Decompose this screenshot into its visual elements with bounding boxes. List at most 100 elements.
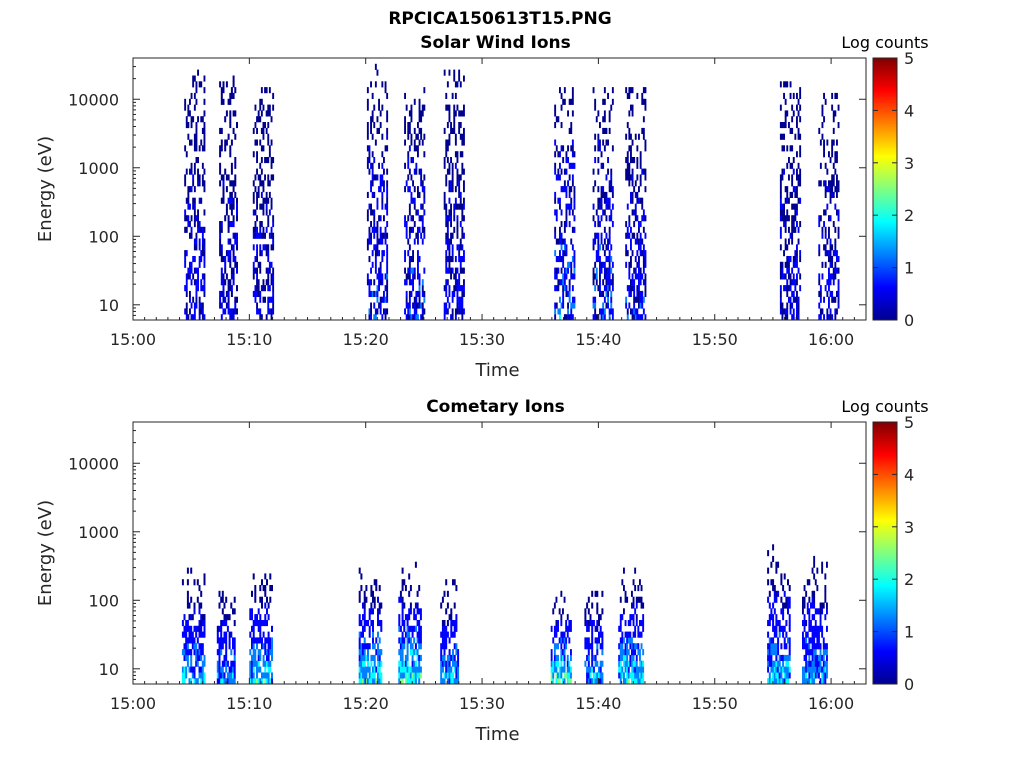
heatmap-cell (611, 221, 614, 228)
heatmap-cell (225, 203, 228, 210)
heatmap-cell (407, 151, 410, 158)
heatmap-cell (811, 649, 814, 656)
heatmap-cell (417, 226, 419, 233)
heatmap-cell (784, 226, 787, 233)
colorbar-tick-label: 3 (904, 154, 914, 173)
heatmap-cell (463, 256, 465, 263)
heatmap-cell (262, 654, 265, 661)
heatmap-cell (259, 104, 262, 111)
heatmap-cell (420, 116, 423, 123)
heatmap-cell (829, 290, 832, 297)
heatmap-cell (445, 203, 448, 210)
colorbar-tick-label: 0 (904, 675, 914, 694)
heatmap-cell (445, 238, 448, 245)
heatmap-cell (412, 273, 414, 280)
heatmap-cell (267, 174, 270, 181)
heatmap-cell (797, 133, 800, 140)
heatmap-cell (443, 308, 446, 315)
heatmap-cell (641, 238, 644, 245)
heatmap-cell (404, 116, 406, 123)
heatmap-cell (405, 232, 408, 239)
heatmap-cell (554, 197, 557, 204)
heatmap-cell (633, 308, 636, 315)
heatmap-cell (630, 226, 632, 233)
heatmap-cell (626, 232, 629, 239)
heatmap-cell (197, 215, 199, 222)
heatmap-cell (399, 643, 402, 650)
heatmap-cell (552, 637, 555, 644)
heatmap-cell (373, 232, 376, 239)
heatmap-cell (826, 561, 828, 568)
heatmap-cell (797, 197, 800, 204)
heatmap-cell (261, 596, 263, 603)
heatmap-cell (236, 244, 238, 251)
heatmap-cell (254, 267, 257, 274)
heatmap-cell (441, 660, 444, 667)
heatmap-cell (813, 555, 816, 562)
heatmap-cell (453, 75, 456, 82)
heatmap-cell (560, 244, 563, 251)
heatmap-cell (454, 139, 457, 146)
heatmap-cell (370, 221, 372, 228)
heatmap-cell (450, 654, 453, 661)
heatmap-cell (232, 81, 235, 88)
heatmap-cell (592, 273, 595, 280)
heatmap-cell (562, 649, 564, 656)
heatmap-cell (570, 98, 573, 105)
heatmap-cell (272, 157, 275, 164)
heatmap-cell (221, 643, 224, 650)
heatmap-cell (374, 226, 377, 233)
heatmap-cell (230, 191, 233, 198)
heatmap-cell (363, 666, 366, 673)
heatmap-cell (198, 221, 201, 228)
heatmap-cell (788, 585, 791, 592)
heatmap-cell (443, 620, 446, 627)
heatmap-cell (448, 290, 451, 297)
heatmap-cell (783, 250, 785, 257)
heatmap-cell (198, 256, 201, 263)
heatmap-cell (386, 168, 389, 175)
heatmap-cell (197, 116, 199, 123)
heatmap-cell (367, 643, 369, 650)
heatmap-cell (261, 579, 263, 586)
heatmap-cell (565, 168, 568, 175)
heatmap-cell (386, 267, 389, 274)
heatmap-cell (257, 608, 260, 615)
heatmap-cell (406, 666, 409, 673)
heatmap-cell (262, 232, 265, 239)
heatmap-cell (448, 678, 451, 685)
heatmap-cell (618, 643, 621, 650)
heatmap-cell (229, 110, 232, 117)
heatmap-cell (377, 643, 379, 650)
heatmap-cell (200, 614, 203, 621)
heatmap-cell (562, 637, 564, 644)
heatmap-cell (773, 585, 776, 592)
heatmap-cell (797, 238, 800, 245)
heatmap-cell (420, 110, 423, 117)
colorbar-tick-label: 4 (904, 465, 914, 484)
heatmap-cell (252, 209, 255, 216)
heatmap-cell (198, 261, 201, 268)
heatmap-cell (418, 273, 421, 280)
heatmap-cell (559, 296, 561, 303)
heatmap-cell (598, 678, 600, 685)
heatmap-cell (224, 139, 227, 146)
heatmap-cell (368, 625, 371, 632)
heatmap-cell (409, 672, 412, 679)
heatmap-cell (365, 672, 368, 679)
heatmap-cell (783, 122, 785, 129)
heatmap-cell (768, 678, 771, 685)
heatmap-cell (412, 279, 414, 286)
heatmap-cell (454, 285, 457, 292)
heatmap-cell (618, 654, 621, 661)
heatmap-cell (553, 631, 556, 638)
heatmap-cell (413, 314, 416, 321)
heatmap-cell (455, 620, 458, 627)
heatmap-cell (562, 631, 564, 638)
heatmap-cell (802, 666, 804, 673)
heatmap-cell (591, 602, 594, 609)
heatmap-cell (836, 174, 838, 181)
heatmap-cell (386, 261, 389, 268)
heatmap-cell (414, 614, 417, 621)
heatmap-cell (223, 678, 226, 685)
